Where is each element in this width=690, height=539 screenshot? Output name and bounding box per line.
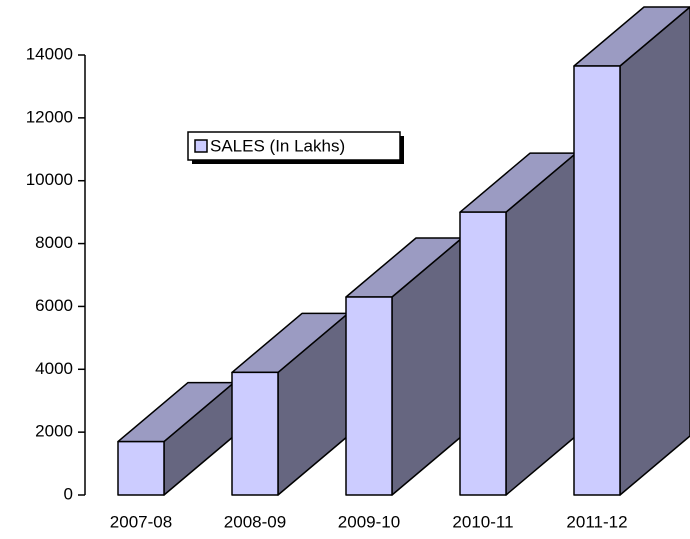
x-tick-label: 2009-10	[338, 512, 400, 531]
x-tick-label: 2010-11	[452, 512, 513, 531]
y-tick-label: 2000	[35, 422, 73, 441]
y-tick-label: 6000	[35, 296, 73, 315]
bar-front	[231, 371, 279, 496]
bar-side	[505, 152, 577, 496]
y-tick-label: 8000	[35, 233, 73, 252]
bar-front	[345, 296, 393, 496]
bar	[459, 152, 577, 496]
legend-box	[187, 131, 401, 161]
x-tick-label: 2011-12	[566, 512, 627, 531]
bar-front	[459, 211, 507, 496]
legend-swatch	[194, 139, 208, 153]
y-tick-label: 0	[64, 484, 73, 503]
bar-side	[619, 6, 690, 496]
x-tick-label: 2007-08	[110, 512, 172, 531]
bar-front	[117, 440, 165, 496]
bar-front	[573, 65, 621, 496]
legend-label: SALES (In Lakhs)	[210, 136, 345, 155]
y-tick-label: 14000	[26, 44, 73, 63]
bar	[573, 6, 690, 496]
y-tick-label: 4000	[35, 359, 73, 378]
bar	[345, 237, 463, 496]
bar	[117, 381, 235, 496]
x-tick-label: 2008-09	[224, 512, 286, 531]
y-tick-label: 12000	[26, 107, 73, 126]
bar	[231, 312, 349, 496]
y-tick-label: 10000	[26, 170, 73, 189]
